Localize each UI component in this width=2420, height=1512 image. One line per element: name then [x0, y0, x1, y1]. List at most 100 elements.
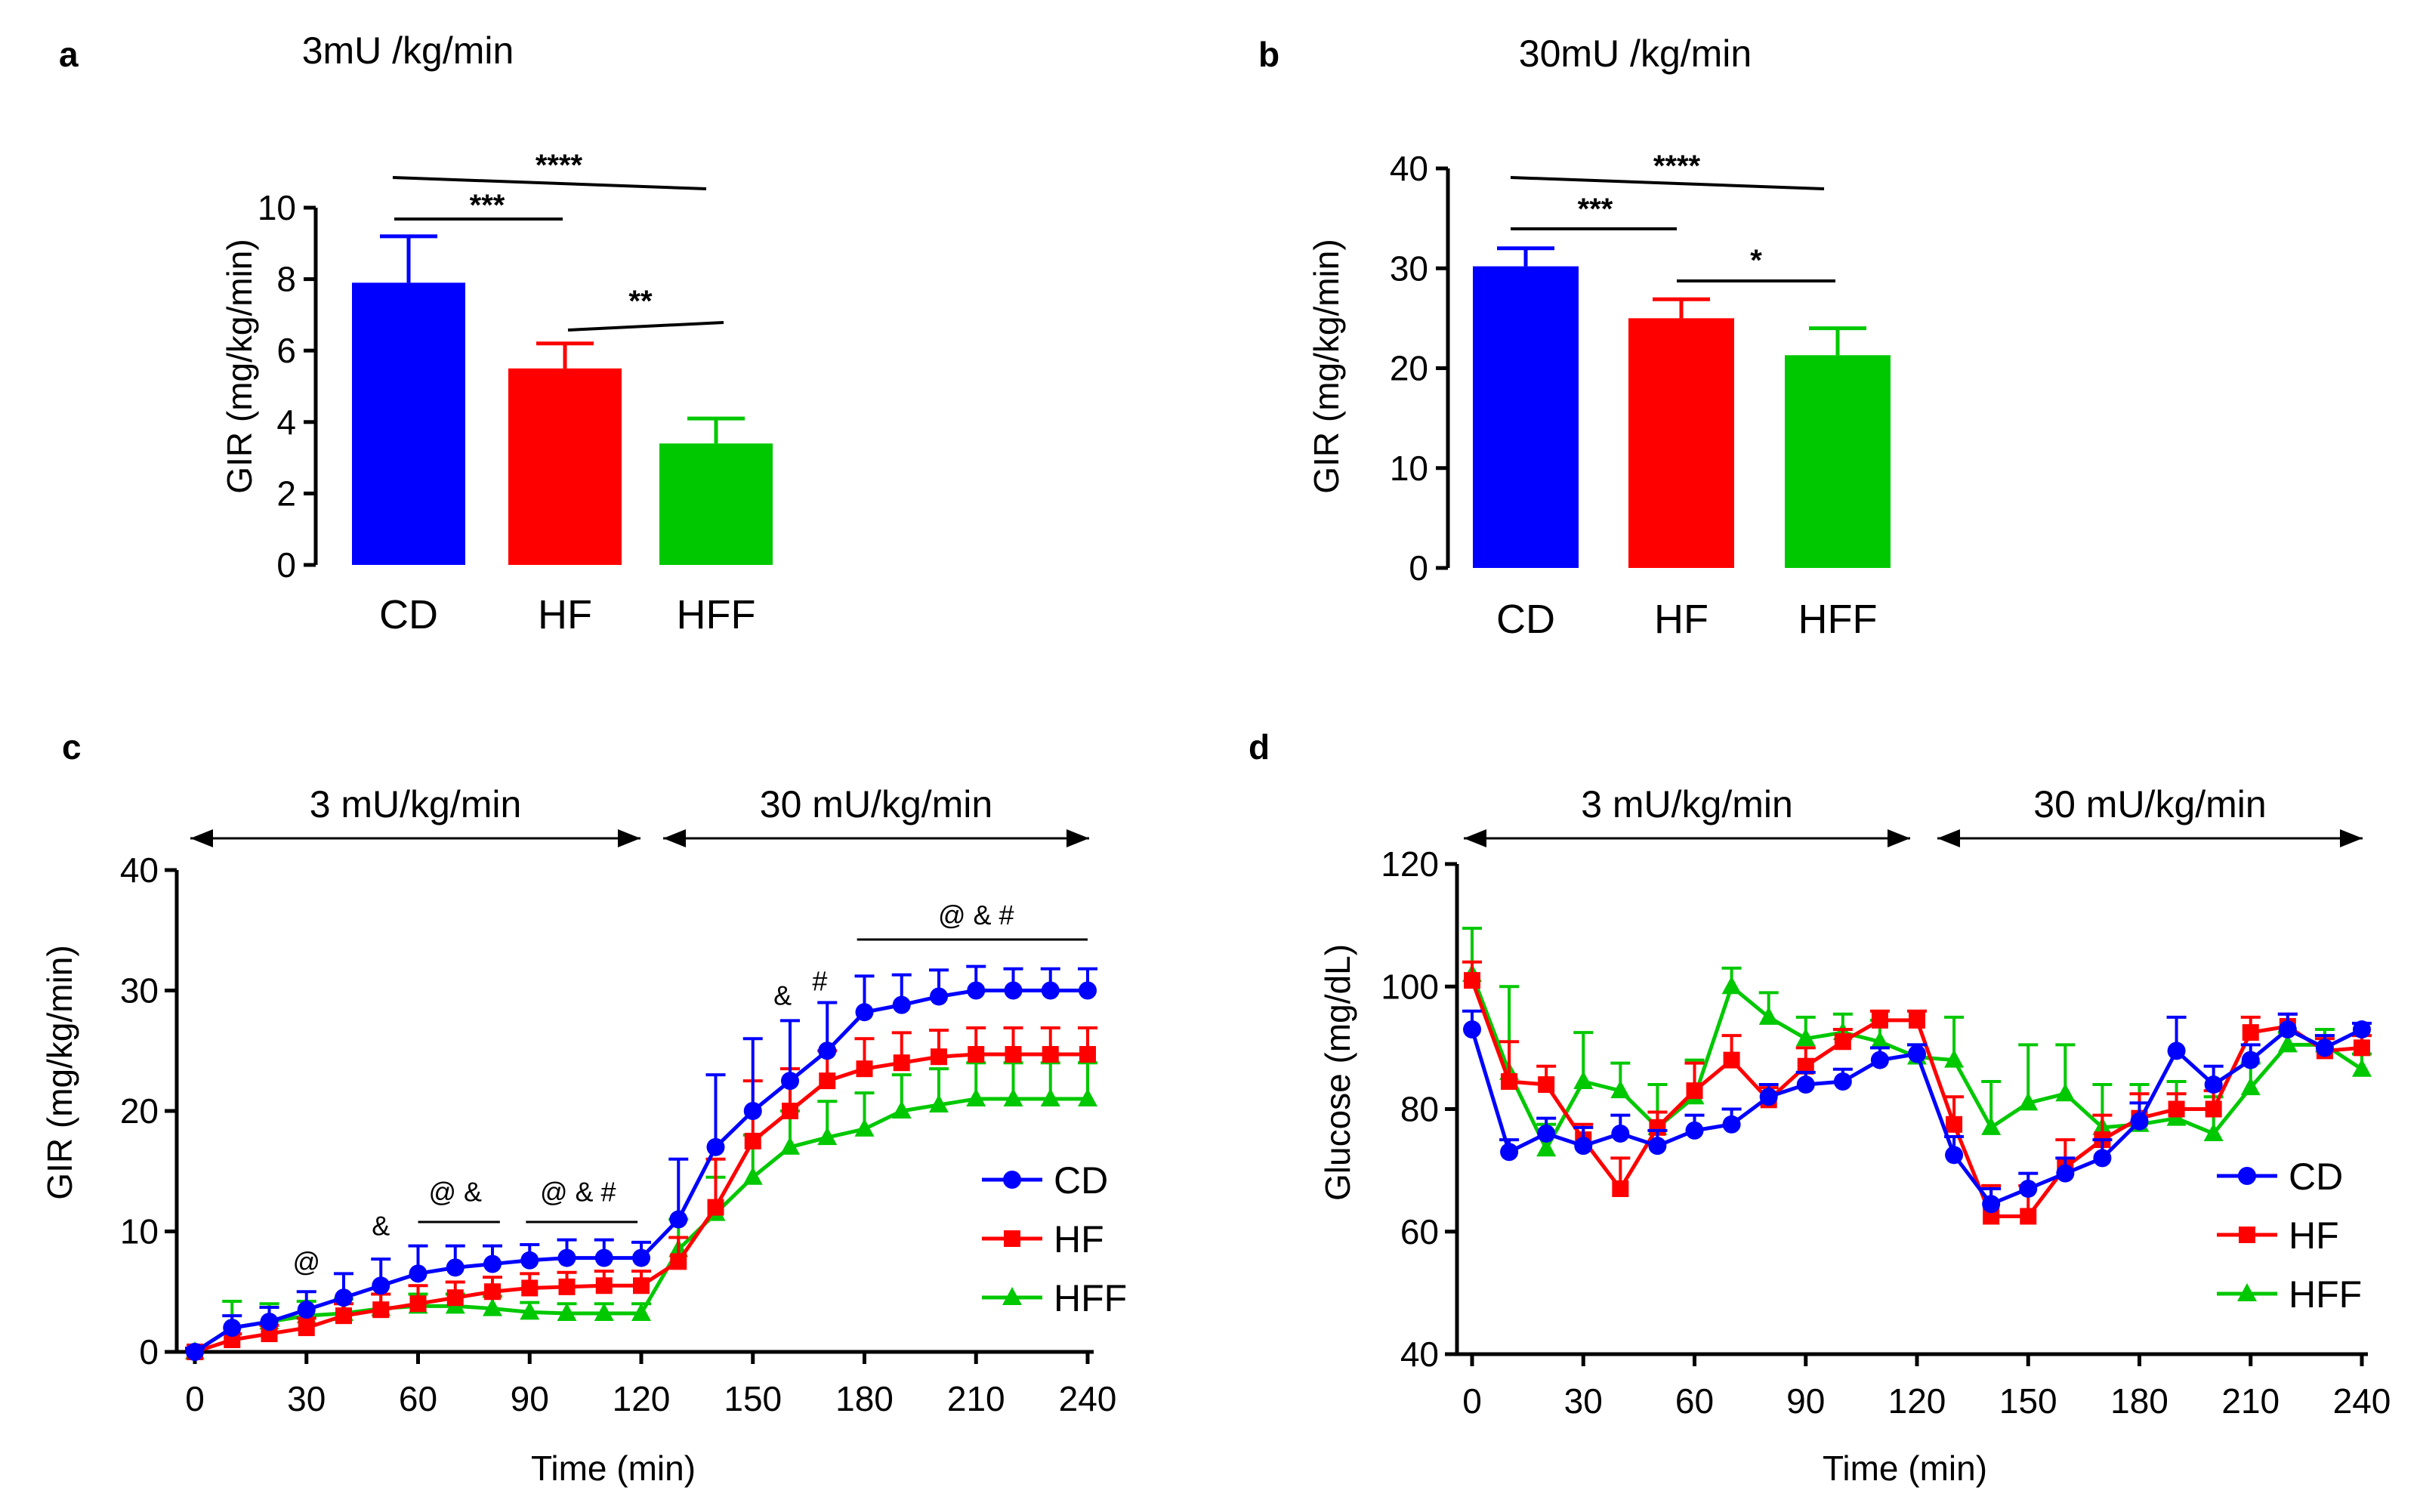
x-tick-label: 120 — [613, 1379, 671, 1418]
data-point — [335, 1288, 353, 1307]
y-tick-label: 100 — [1381, 967, 1439, 1006]
y-tick-label: 80 — [1400, 1090, 1439, 1129]
data-point — [1611, 1124, 1630, 1143]
x-tick-label: 150 — [724, 1379, 782, 1418]
data-point — [1042, 1046, 1059, 1063]
data-point — [1795, 1028, 1816, 1047]
data-point — [223, 1319, 242, 1338]
data-point — [520, 1251, 539, 1270]
y-tick-label: 10 — [120, 1212, 159, 1251]
significance-stars: * — [1750, 244, 1762, 277]
data-point — [1005, 1046, 1022, 1063]
significance-stars: ** — [628, 285, 653, 318]
data-point — [2240, 1077, 2261, 1096]
x-axis-label: Time (min) — [531, 1449, 696, 1488]
phase-arrow-head — [618, 829, 640, 847]
x-category-label: CD — [1496, 597, 1555, 642]
y-tick-label: 30 — [120, 971, 159, 1011]
data-point — [780, 1136, 800, 1155]
data-point — [557, 1248, 576, 1267]
data-point — [2204, 1075, 2223, 1094]
data-point — [2020, 1208, 2037, 1225]
data-point — [298, 1319, 315, 1337]
series-cd — [185, 964, 1097, 1361]
data-point — [1871, 1011, 1888, 1029]
data-point — [1002, 1287, 1022, 1305]
bar-cd — [1473, 266, 1579, 568]
data-point — [409, 1295, 427, 1313]
data-point — [1612, 1180, 1629, 1197]
data-point — [1908, 1045, 1926, 1063]
data-point — [931, 1048, 947, 1066]
legend-label: HF — [1054, 1218, 1104, 1261]
y-tick-label: 40 — [1400, 1335, 1439, 1374]
data-point — [893, 1054, 910, 1072]
data-point — [1463, 1020, 1481, 1039]
phase-arrow-head — [1937, 829, 1960, 847]
y-tick-label: 0 — [139, 1332, 159, 1372]
data-point — [1003, 1088, 1023, 1107]
data-point — [1722, 1115, 1741, 1134]
data-point — [2277, 1034, 2298, 1053]
y-axis-label: GIR (mg/kg/min) — [40, 945, 79, 1199]
phase-arrow-head — [2340, 829, 2363, 847]
significance-stars: *** — [1578, 193, 1613, 226]
data-point — [186, 1343, 204, 1361]
y-tick-label: 8 — [276, 260, 296, 299]
data-point — [1573, 1070, 1594, 1089]
data-point — [297, 1301, 316, 1319]
data-point — [856, 1060, 873, 1078]
data-point — [1538, 1076, 1555, 1094]
x-category-label: CD — [379, 592, 438, 637]
data-point — [1869, 1031, 1890, 1050]
data-point — [1004, 981, 1023, 1000]
panel-d: d Time (min) Glucose (mg/dL) 40 60 80 100 12… — [1249, 727, 2391, 1488]
x-tick-label: 120 — [1888, 1381, 1946, 1421]
data-point — [483, 1254, 502, 1273]
data-point — [967, 981, 986, 1000]
bar-hff — [659, 443, 773, 565]
data-point — [2055, 1083, 2076, 1102]
y-tick-label: 6 — [276, 331, 296, 370]
bar-hff — [1785, 355, 1891, 568]
phase-arrow-head — [1888, 829, 1910, 847]
phase-label: 3 mU/kg/min — [1581, 783, 1793, 825]
y-tick-label: 30 — [1390, 248, 1428, 288]
y-tick-label: 60 — [1400, 1212, 1439, 1251]
series-hff — [1462, 927, 2372, 1157]
data-point — [854, 1118, 875, 1137]
data-point — [1758, 1006, 1779, 1025]
series-hff — [185, 1061, 1097, 1359]
series-hf — [1462, 960, 2372, 1225]
x-tick-label: 180 — [835, 1379, 894, 1418]
data-point — [409, 1264, 428, 1283]
x-category-label: HF — [538, 592, 592, 637]
data-point — [483, 1298, 502, 1316]
y-axis-label: Glucose (mg/dL) — [1318, 944, 1357, 1201]
data-point — [1686, 1082, 1703, 1100]
x-axis-label: Time (min) — [1823, 1449, 1987, 1488]
x-tick-label: 0 — [185, 1379, 205, 1418]
data-point — [781, 1072, 799, 1091]
data-point — [2093, 1149, 2112, 1168]
data-point — [520, 1301, 540, 1320]
data-point — [782, 1103, 798, 1119]
data-point — [742, 1166, 763, 1185]
data-point — [1834, 1033, 1851, 1051]
data-point — [2238, 1167, 2256, 1185]
y-tick-label: 20 — [120, 1091, 159, 1131]
panel-label-b: b — [1258, 35, 1279, 74]
legend-label: CD — [1054, 1159, 1108, 1202]
panel-label-a: a — [59, 35, 79, 74]
x-category-label: HFF — [677, 592, 756, 637]
legend-label: HF — [2289, 1214, 2339, 1257]
data-point — [1464, 972, 1480, 989]
legend-label: CD — [2289, 1156, 2343, 1198]
significance-line — [392, 176, 707, 190]
phase-label: 3 mU/kg/min — [310, 783, 522, 825]
phase-arrow-head — [1066, 829, 1089, 847]
x-tick-label: 180 — [2110, 1381, 2168, 1421]
x-tick-label: 30 — [287, 1379, 326, 1418]
data-point — [1870, 1051, 1889, 1069]
legend-label: HFF — [1054, 1277, 1127, 1319]
